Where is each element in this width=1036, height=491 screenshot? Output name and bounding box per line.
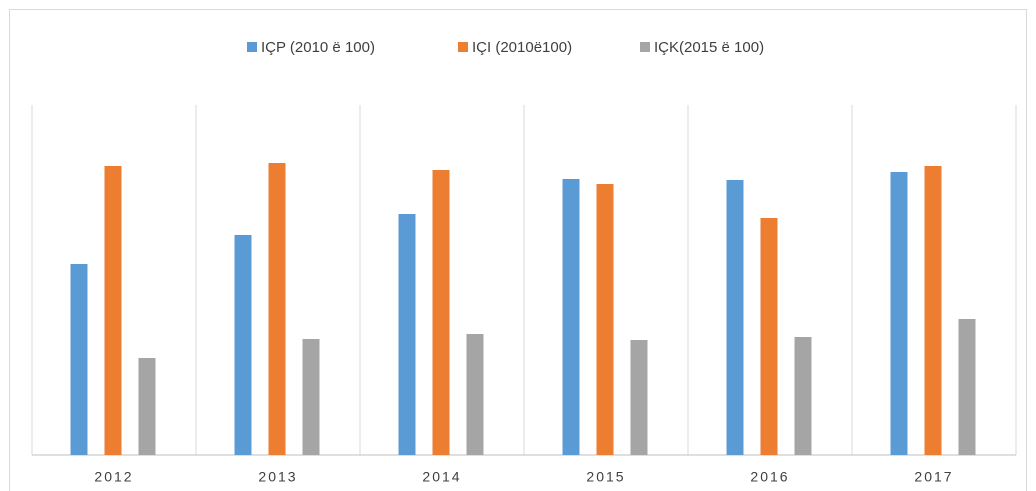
bar (466, 334, 484, 455)
legend-swatch (247, 42, 257, 52)
x-tick-label: 2013 (258, 469, 297, 485)
bar (70, 264, 88, 455)
legend-label: IÇK(2015 ë 100) (654, 39, 764, 56)
x-tick-label: 2015 (586, 469, 625, 485)
bar (302, 339, 320, 455)
bar (958, 319, 976, 455)
bar (562, 179, 580, 455)
bar (760, 218, 778, 455)
bar (794, 337, 812, 455)
x-tick-label: 2017 (914, 469, 953, 485)
bar (596, 184, 614, 455)
legend-swatch (640, 42, 650, 52)
chart-frame (9, 9, 1027, 491)
bar (234, 235, 252, 455)
x-tick-label: 2016 (750, 469, 789, 485)
bar (726, 180, 744, 455)
bar (432, 170, 450, 455)
bar (398, 214, 416, 455)
x-tick-label: 2014 (422, 469, 461, 485)
bar (924, 166, 942, 455)
bar (268, 163, 286, 455)
bar (890, 172, 908, 455)
bar (104, 166, 122, 455)
bar (138, 358, 156, 455)
bar (630, 340, 648, 455)
legend-label: IÇP (2010 ë 100) (261, 39, 375, 56)
legend-swatch (458, 42, 468, 52)
x-tick-label: 2012 (94, 469, 133, 485)
legend-label: IÇI (2010ë100) (472, 39, 572, 56)
